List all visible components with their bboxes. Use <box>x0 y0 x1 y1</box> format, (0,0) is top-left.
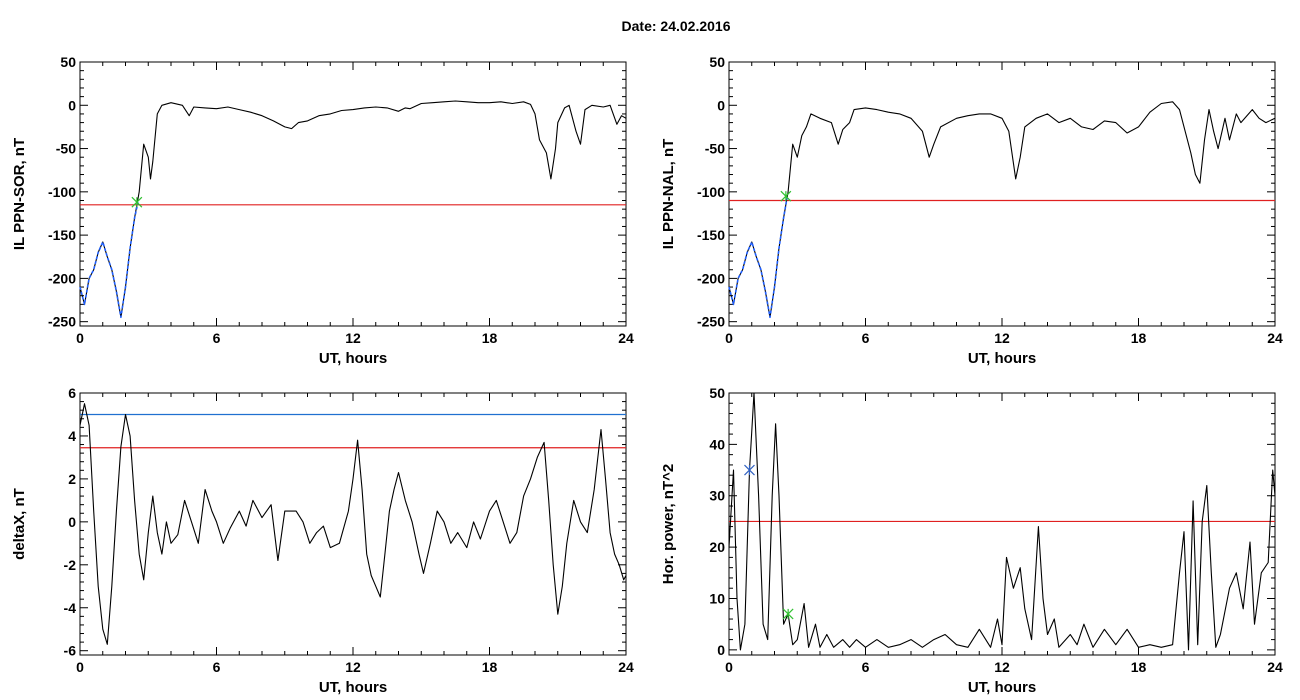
series-line <box>79 403 627 645</box>
y-tick-label: 0 <box>68 514 76 530</box>
y-tick-label: 2 <box>68 471 76 487</box>
series-line <box>728 392 1276 651</box>
y-tick-label: 50 <box>709 54 725 70</box>
y-tick-label: 10 <box>709 590 725 606</box>
x-tick-label: 18 <box>482 659 498 675</box>
green-marker <box>782 608 794 620</box>
x-axis-label: UT, hours <box>968 350 1036 367</box>
y-tick-label: -250 <box>48 314 76 330</box>
y-tick-label: -4 <box>64 600 77 616</box>
y-tick-label: 40 <box>709 436 725 452</box>
x-axis-label: UT, hours <box>319 679 387 696</box>
x-tick-label: 12 <box>345 659 361 675</box>
x-axis-label: UT, hours <box>968 679 1036 696</box>
y-tick-label: 6 <box>68 385 76 401</box>
x-tick-label: 0 <box>725 330 733 346</box>
y-tick-label: 0 <box>717 642 725 658</box>
x-tick-label: 6 <box>213 659 221 675</box>
y-tick-label: -50 <box>705 141 725 157</box>
y-tick-label: 20 <box>709 539 725 555</box>
y-tick-label: -50 <box>56 141 76 157</box>
x-tick-label: 12 <box>994 659 1010 675</box>
x-tick-label: 0 <box>725 659 733 675</box>
green-marker <box>131 196 143 208</box>
y-tick-label: -100 <box>697 184 725 200</box>
series-line <box>79 100 627 318</box>
blue-marker <box>744 464 755 476</box>
x-tick-label: 24 <box>1267 330 1283 346</box>
series-line-highlight <box>79 202 139 319</box>
plot-frame <box>728 61 1276 327</box>
y-tick-label: -200 <box>697 270 725 286</box>
green-marker <box>780 190 792 202</box>
x-tick-label: 24 <box>1267 659 1283 675</box>
y-tick-label: 50 <box>709 385 725 401</box>
x-tick-label: 24 <box>618 659 634 675</box>
y-axis-label: deltaX, nT <box>11 488 28 560</box>
y-tick-label: 0 <box>68 97 76 113</box>
plot-frame <box>79 61 627 327</box>
x-tick-label: 18 <box>1131 659 1147 675</box>
chart-panel-il-ppn-nal: 0 6 12 18 24 50 0 -50 -100 -150 -200 -250 UT, hours I… <box>660 54 1283 367</box>
y-tick-label: -6 <box>64 643 77 659</box>
x-tick-label: 24 <box>618 330 634 346</box>
x-tick-label: 6 <box>862 659 870 675</box>
y-axis-label: IL PPN-NAL, nT <box>660 139 677 250</box>
page-title: Date: 24.02.2016 <box>621 18 731 34</box>
y-tick-label: 0 <box>717 97 725 113</box>
plot-frame <box>728 392 1276 656</box>
chart-panel-deltax: 0 6 12 18 24 6 4 2 0 -2 -4 -6 UT, hours deltaX, nT <box>11 385 634 696</box>
y-tick-label: -200 <box>48 270 76 286</box>
x-tick-label: 18 <box>482 330 498 346</box>
x-tick-label: 18 <box>1131 330 1147 346</box>
y-tick-label: 30 <box>709 488 725 504</box>
y-tick-label: 4 <box>68 428 76 444</box>
y-tick-label: -100 <box>48 184 76 200</box>
series-line <box>728 101 1276 318</box>
y-tick-label: 50 <box>60 54 76 70</box>
chart-panel-il-ppn-sor: 0 6 12 18 24 50 0 -50 -100 -150 -200 -250 UT, hours I… <box>11 54 634 367</box>
y-tick-label: -150 <box>697 227 725 243</box>
plot-frame <box>79 392 627 656</box>
x-tick-label: 6 <box>862 330 870 346</box>
chart-panel-hor-power: 0 6 12 18 24 50 40 30 20 10 0 UT, hours Hor. power, … <box>660 385 1283 696</box>
x-tick-label: 12 <box>994 330 1010 346</box>
y-axis-label: IL PPN-SOR, nT <box>11 138 28 250</box>
y-axis-label: Hor. power, nT^2 <box>660 464 677 584</box>
y-tick-label: -150 <box>48 227 76 243</box>
x-tick-label: 12 <box>345 330 361 346</box>
y-tick-label: -2 <box>64 557 77 573</box>
x-tick-label: 0 <box>76 330 84 346</box>
series-line-highlight <box>728 197 788 319</box>
x-tick-label: 0 <box>76 659 84 675</box>
x-tick-label: 6 <box>213 330 221 346</box>
y-tick-label: -250 <box>697 314 725 330</box>
x-axis-label: UT, hours <box>319 350 387 367</box>
